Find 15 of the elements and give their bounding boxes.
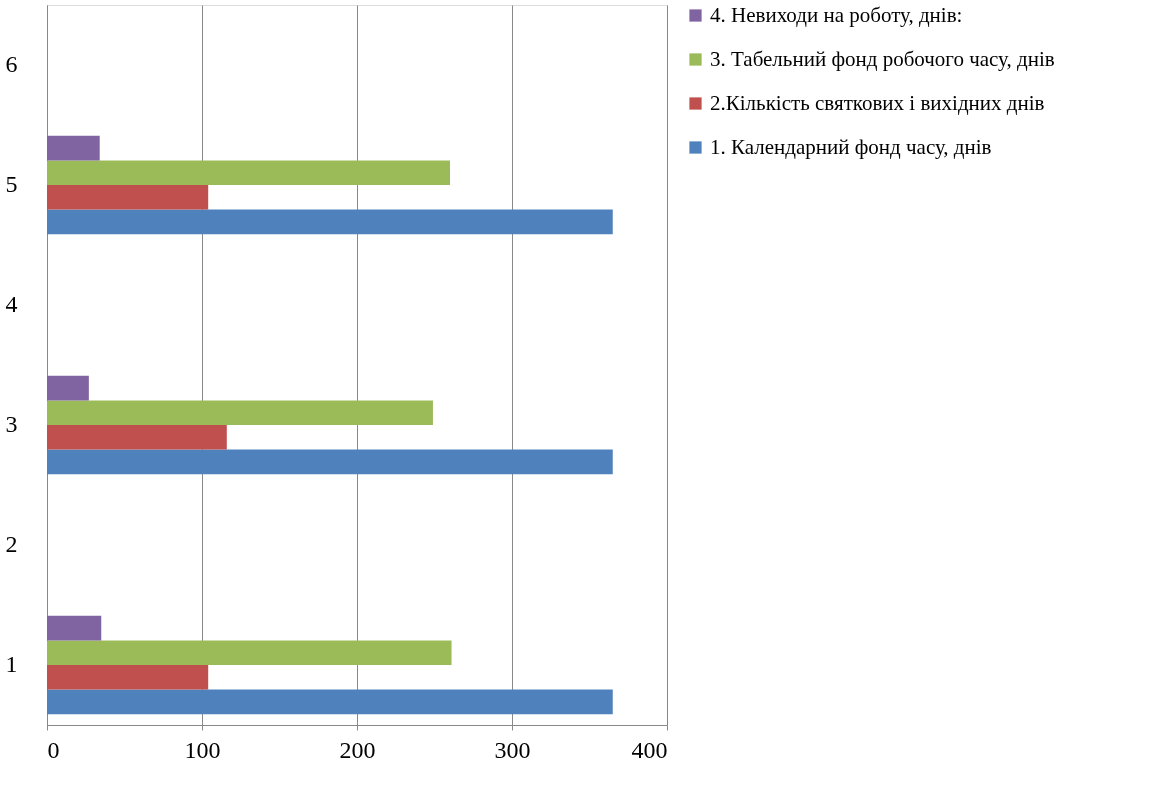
legend-label: 2.Кількість святкових і вихідних днів: [710, 90, 1045, 115]
x-tick-label: 300: [494, 736, 531, 763]
x-tick-label: 100: [184, 736, 221, 763]
y-tick-label: 5: [5, 171, 18, 197]
x-tick-label: 0: [47, 736, 60, 763]
legend-label: 4. Невиходи на роботу, днів:: [710, 2, 963, 27]
legend-label: 3. Табельний фонд робочого часу, днів: [710, 46, 1055, 71]
y-tick-label: 3: [5, 411, 18, 437]
x-tick-label: 400: [631, 736, 668, 763]
y-tick-label: 2: [5, 531, 18, 557]
y-tick-label: 6: [5, 51, 18, 77]
y-tick-label: 4: [5, 291, 18, 317]
y-tick-label: 1: [5, 651, 18, 677]
x-tick-label: 200: [339, 736, 376, 763]
legend-label: 1. Календарний фонд часу, днів: [710, 134, 992, 159]
